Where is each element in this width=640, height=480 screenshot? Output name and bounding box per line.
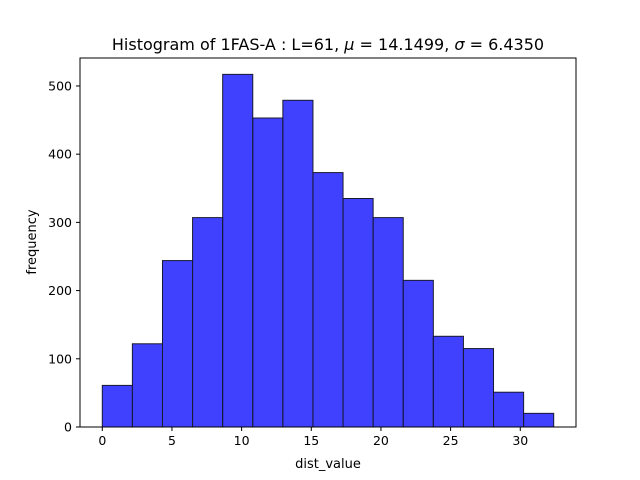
- histogram-bar: [131, 343, 163, 428]
- histogram-bar: [342, 198, 374, 428]
- x-tick-label: 25: [443, 433, 459, 448]
- histogram-bar: [101, 384, 133, 428]
- chart-title: Histogram of 1FAS-A : L=61, μ = 14.1499,…: [112, 35, 544, 54]
- x-tick-label: 10: [234, 433, 250, 448]
- y-tick-label: 100: [48, 351, 72, 366]
- histogram-bar: [161, 260, 194, 428]
- histogram-bar: [222, 73, 254, 428]
- y-tick-label: 300: [48, 215, 72, 230]
- y-tick-label: 400: [48, 147, 72, 162]
- x-tick-label: 15: [303, 433, 319, 448]
- y-axis-ticks: 0 100 200 300 400 500: [48, 78, 80, 435]
- x-tick-label: 20: [373, 433, 389, 448]
- histogram-bar: [252, 117, 284, 428]
- histogram-bar: [402, 279, 434, 428]
- y-tick-label: 500: [48, 78, 72, 93]
- histogram-bar: [282, 99, 314, 428]
- y-tick-label: 200: [48, 283, 72, 298]
- histogram-bar: [192, 217, 224, 428]
- x-tick-label: 5: [168, 433, 176, 448]
- histogram-bar: [493, 391, 525, 428]
- histogram-bar: [462, 348, 495, 428]
- bars-group: [101, 73, 555, 428]
- y-axis-label: frequency: [25, 209, 40, 275]
- x-tick-label: 0: [98, 433, 106, 448]
- y-tick-label: 0: [64, 420, 72, 435]
- histogram-bar: [523, 412, 555, 428]
- histogram-bar: [372, 217, 404, 428]
- plot-frame: [79, 57, 577, 428]
- x-axis-ticks: 0 5 10 15 20 25 30: [98, 427, 528, 448]
- histogram-bar: [312, 172, 344, 428]
- x-axis-label: dist_value: [295, 457, 361, 472]
- histogram-bar: [432, 335, 464, 428]
- x-tick-label: 30: [512, 433, 528, 448]
